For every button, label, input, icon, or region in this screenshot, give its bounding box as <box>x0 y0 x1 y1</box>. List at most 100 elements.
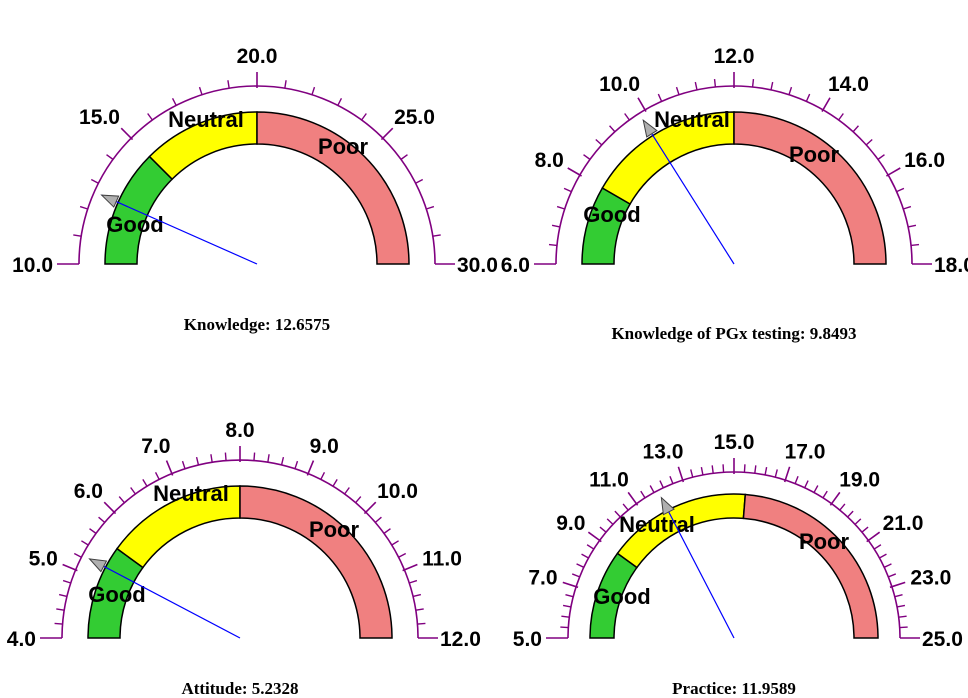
gauge-3: Good Neutral Poor 4.0 5.0 6.0 7.0 8.0 9.0 10.0 11.… <box>7 419 481 698</box>
gauge-4: Good Neutral Poor 5.0 7.0 9.011.0 13.0 15.0 17.0… <box>513 431 963 698</box>
minor-tick <box>770 81 774 91</box>
tick-label: 10.0 <box>12 254 53 277</box>
minor-tick <box>606 518 614 525</box>
major-tick <box>821 97 831 112</box>
band-label-poor: Poor <box>799 529 850 554</box>
band-label-neutral: Neutral <box>168 107 244 132</box>
tick-label: 19.0 <box>839 468 880 491</box>
tick-label: 14.0 <box>828 73 869 96</box>
major-tick <box>637 97 647 112</box>
needle-tip-icon <box>100 194 120 208</box>
minor-tick <box>586 544 595 550</box>
band-good <box>104 155 174 265</box>
major-tick <box>783 466 791 483</box>
minor-tick <box>794 475 799 484</box>
tick-label: 4.0 <box>7 628 36 651</box>
minor-tick <box>888 573 897 578</box>
minor-tick <box>896 604 906 608</box>
minor-tick <box>583 154 591 160</box>
minor-tick <box>838 113 844 121</box>
tick-label: 8.0 <box>535 149 564 172</box>
major-tick <box>402 563 418 572</box>
major-tick <box>380 127 394 141</box>
gauge-caption: Knowledge of PGx testing: 9.8493 <box>611 324 856 343</box>
minor-tick <box>576 563 585 568</box>
minor-tick <box>548 243 558 247</box>
minor-tick <box>722 464 725 473</box>
minor-tick <box>561 615 570 618</box>
band-label-neutral: Neutral <box>153 481 229 506</box>
minor-tick <box>571 573 580 578</box>
major-tick <box>306 460 315 476</box>
tick-label: 20.0 <box>237 45 278 68</box>
band-label-poor: Poor <box>789 142 840 167</box>
major-tick <box>103 501 117 515</box>
minor-tick <box>417 622 426 625</box>
tick-label: 8.0 <box>225 419 254 442</box>
minor-tick <box>432 234 441 237</box>
tick-label: 17.0 <box>785 441 826 464</box>
minor-tick <box>118 496 125 504</box>
minor-tick <box>284 80 287 89</box>
minor-tick <box>622 503 629 511</box>
minor-tick <box>813 485 819 493</box>
band-poor <box>256 111 410 265</box>
minor-tick <box>412 593 422 598</box>
tick-label: 5.0 <box>29 547 58 570</box>
minor-tick <box>224 452 227 461</box>
gauge-caption: Knowledge: 12.6575 <box>184 315 330 334</box>
minor-tick <box>73 234 82 237</box>
major-tick <box>587 531 602 543</box>
minor-tick <box>154 471 160 480</box>
minor-tick <box>847 510 854 518</box>
minor-tick <box>58 593 68 598</box>
minor-tick <box>659 480 664 489</box>
tick-label: 30.0 <box>457 254 498 277</box>
minor-tick <box>374 516 382 523</box>
needle <box>642 119 735 265</box>
tick-label: 10.0 <box>377 480 418 503</box>
minor-tick <box>195 456 200 466</box>
minor-tick <box>649 485 655 493</box>
tick-label: 23.0 <box>910 566 951 589</box>
minor-tick <box>391 540 399 546</box>
minor-tick <box>56 608 65 611</box>
minor-tick <box>614 510 621 518</box>
minor-tick <box>227 80 230 89</box>
major-tick <box>627 491 639 506</box>
minor-tick <box>669 475 674 484</box>
minor-tick <box>54 622 63 625</box>
major-tick <box>889 581 906 589</box>
minor-tick <box>713 78 717 88</box>
tick-label: 10.0 <box>599 73 640 96</box>
minor-tick <box>907 224 917 228</box>
minor-tick <box>805 93 811 102</box>
major-tick <box>363 501 377 515</box>
tick-label: 5.0 <box>513 628 542 651</box>
minor-tick <box>62 579 71 584</box>
minor-tick <box>609 125 616 133</box>
minor-tick <box>361 113 367 121</box>
minor-tick <box>854 518 862 525</box>
minor-tick <box>822 490 828 499</box>
major-tick <box>567 167 582 177</box>
tick-label: 15.0 <box>79 106 120 129</box>
minor-tick <box>877 154 885 160</box>
minor-tick <box>852 125 859 133</box>
band-label-good: Good <box>106 212 163 237</box>
major-tick <box>886 167 901 177</box>
minor-tick <box>198 86 203 95</box>
minor-tick <box>898 615 907 618</box>
minor-tick <box>903 205 912 210</box>
minor-tick <box>624 113 630 121</box>
tick-label: 12.0 <box>440 628 481 651</box>
gauge-caption: Practice: 11.9589 <box>672 679 796 698</box>
minor-tick <box>409 579 418 584</box>
minor-tick <box>657 93 663 102</box>
minor-tick <box>171 97 177 106</box>
major-tick <box>562 581 579 589</box>
minor-tick <box>774 469 778 478</box>
major-tick <box>120 127 134 141</box>
minor-tick <box>700 466 704 476</box>
